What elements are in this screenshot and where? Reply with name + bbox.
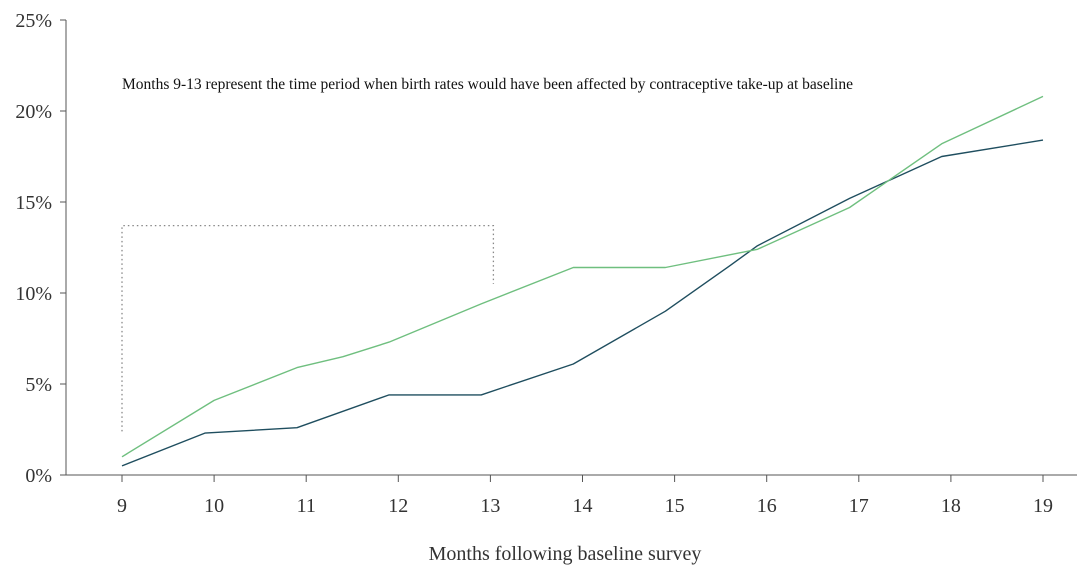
- annotation-text: Months 9-13 represent the time period wh…: [122, 76, 853, 93]
- series-line-2: [121, 95, 1044, 458]
- y-tick-label: 15%: [15, 192, 52, 214]
- x-tick-label: 19: [1033, 495, 1053, 517]
- highlight-bracket-line: [121, 225, 495, 432]
- x-axis-title: Months following baseline survey: [429, 543, 702, 565]
- x-tick-label: 18: [941, 495, 961, 517]
- y-tick-label: 5%: [25, 374, 52, 396]
- x-tick-label: 15: [665, 495, 685, 517]
- x-tick-label: 10: [204, 495, 224, 517]
- y-tick-label: 20%: [15, 101, 52, 123]
- series-lines: [121, 95, 1044, 467]
- highlight-bracket: [121, 225, 495, 432]
- x-tick-label: 9: [117, 495, 127, 517]
- x-tick-label: 13: [480, 495, 500, 517]
- axes: 0% 5% 10% 15% 20% 25% 9 10 11 12 13 14 15 16 17 18 19: [15, 10, 1077, 517]
- x-tick-label: 14: [573, 495, 593, 517]
- y-tick-label: 0%: [25, 465, 52, 487]
- x-tick-label: 16: [757, 495, 777, 517]
- y-tick-label: 10%: [15, 283, 52, 305]
- x-tick-label: 11: [297, 495, 316, 517]
- x-tick-label: 12: [388, 495, 408, 517]
- y-tick-label: 25%: [15, 10, 52, 32]
- series-line-1: [121, 139, 1044, 467]
- x-tick-label: 17: [849, 495, 869, 517]
